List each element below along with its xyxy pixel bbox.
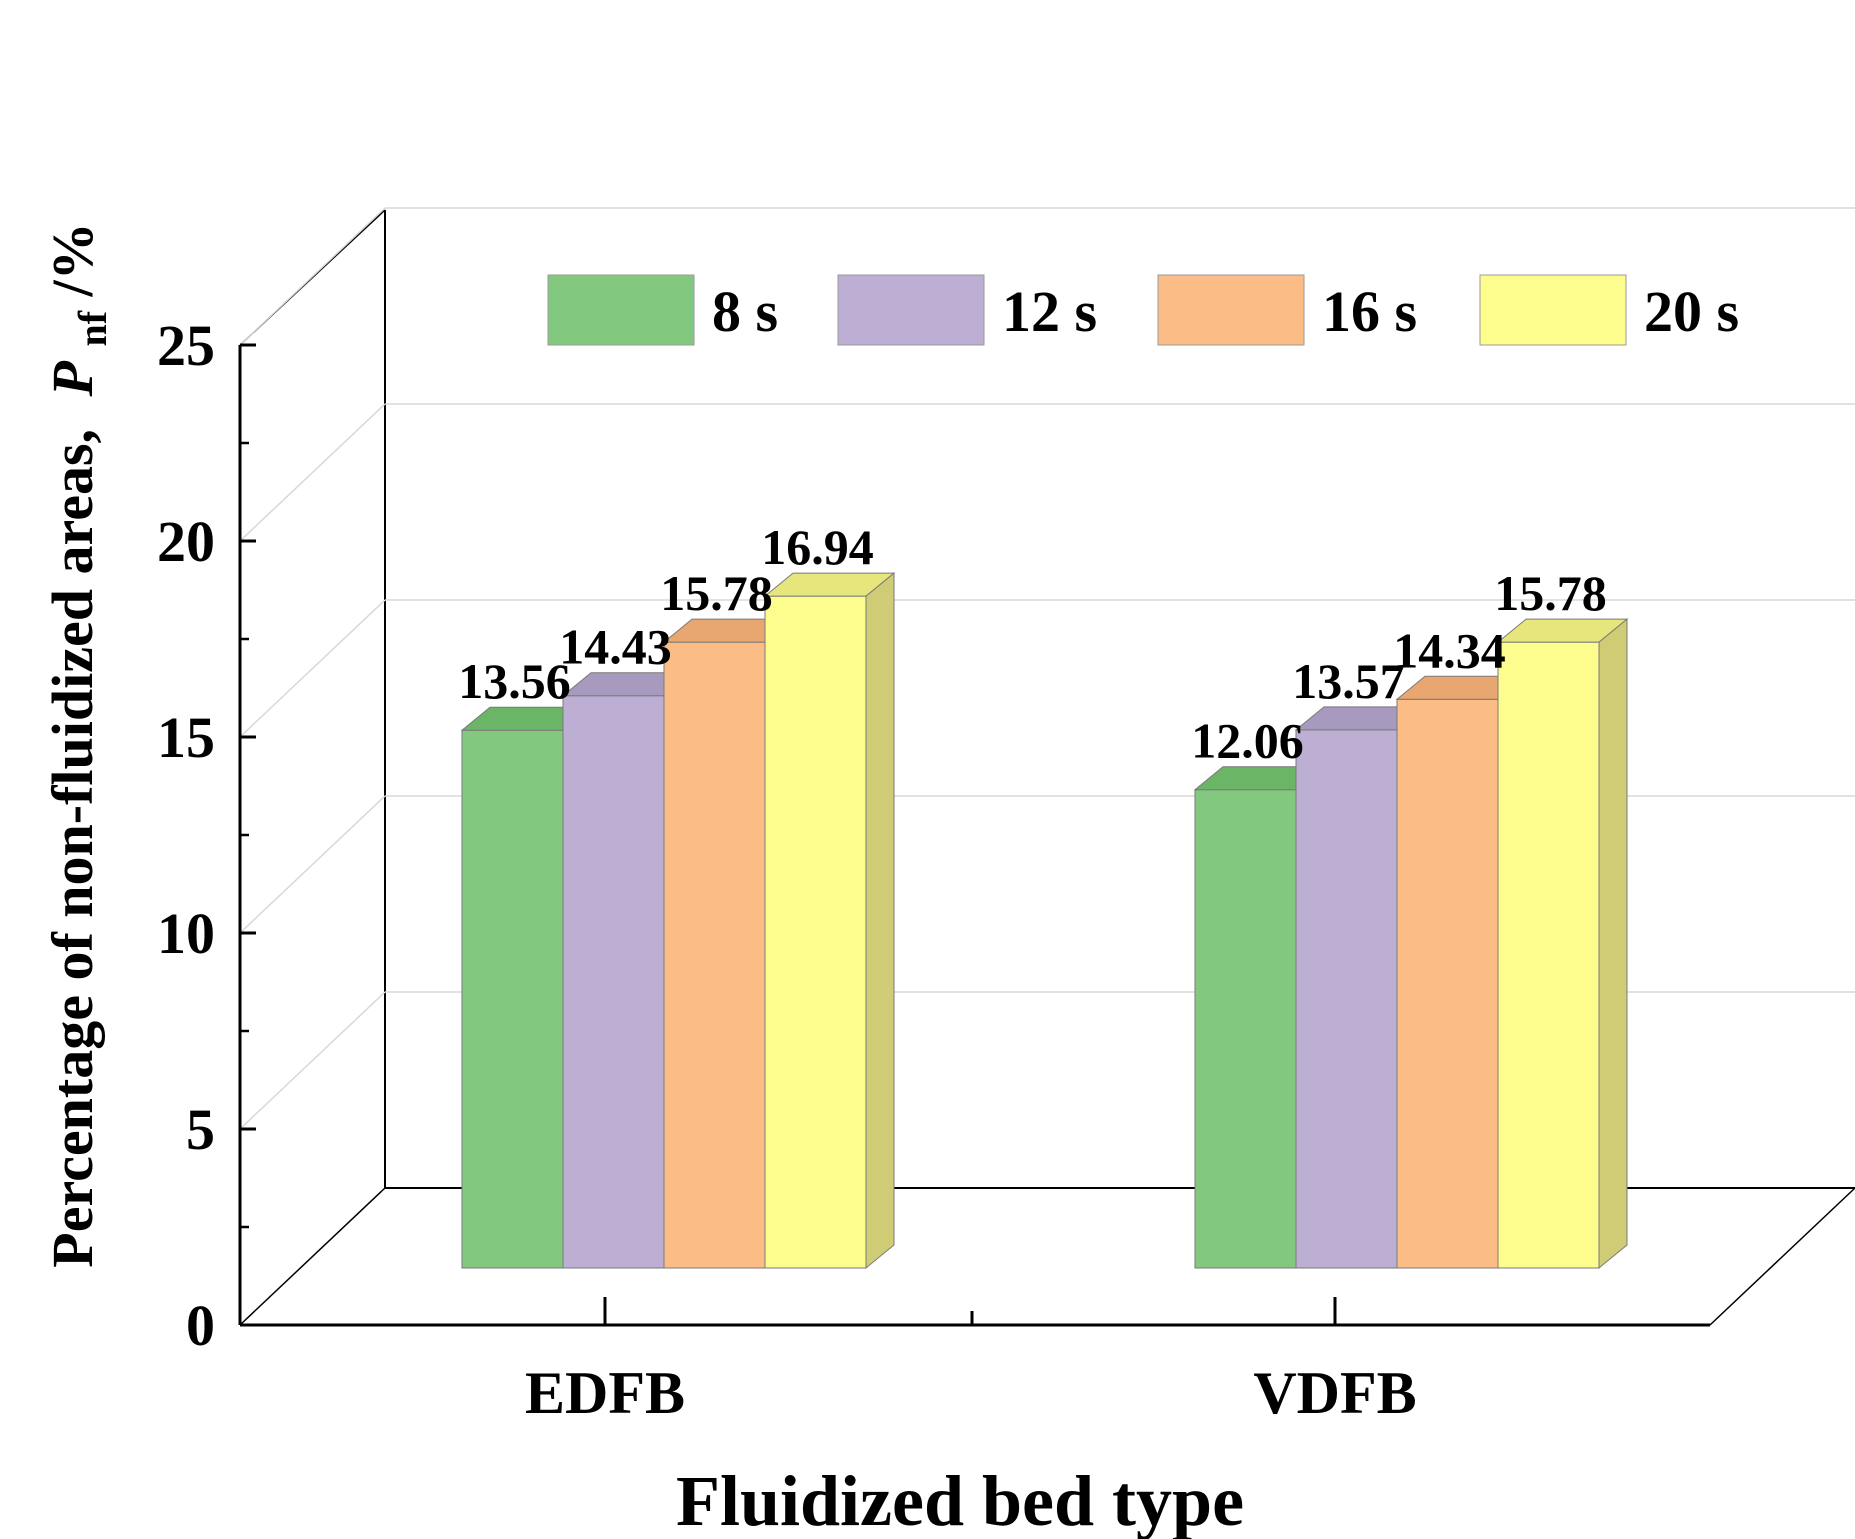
- y-tick-label: 0: [186, 1293, 215, 1358]
- axes: 0 5 10 15 20 25 EDFB VDFB: [157, 313, 1710, 1426]
- y-axis-title-text: Percentage of non-fluidized areas,: [40, 429, 105, 1268]
- bar-front: [1497, 641, 1600, 1269]
- y-axis-title-symbol: P: [40, 360, 105, 397]
- y-tick-label: 5: [186, 1097, 215, 1162]
- bar: [460, 706, 593, 1269]
- bar: [662, 618, 795, 1269]
- bar-side: [865, 572, 895, 1270]
- y-tick-label: 10: [157, 901, 215, 966]
- data-label: 14.43: [559, 619, 672, 675]
- data-label: 15.78: [1494, 565, 1607, 621]
- bar: [1496, 618, 1629, 1270]
- bar-front: [663, 641, 766, 1269]
- y-tick-label: 20: [157, 509, 215, 574]
- gridline-side: [239, 795, 386, 934]
- legend-item: 20 s: [1479, 274, 1739, 346]
- data-label: 13.56: [458, 653, 571, 709]
- depth-edge-bottom: [239, 1187, 386, 1326]
- y-axis-title-subscript: nf: [70, 310, 115, 346]
- bar: [763, 572, 896, 1270]
- legend: 8 s 12 s 16 s 20 s: [547, 274, 1739, 346]
- bar-front: [562, 695, 665, 1269]
- legend-swatch: [1479, 274, 1627, 346]
- bars: [460, 572, 1629, 1270]
- gridline-side: [239, 599, 386, 738]
- legend-swatch: [547, 274, 695, 346]
- bar-front: [1194, 789, 1297, 1269]
- legend-swatch: [837, 274, 985, 346]
- bar-side: [1598, 618, 1628, 1270]
- legend-item: 8 s: [547, 274, 778, 346]
- x-tick-label: EDFB: [525, 1360, 685, 1426]
- bar: [1395, 675, 1528, 1269]
- x-tick-label: VDFB: [1253, 1360, 1416, 1426]
- legend-item: 16 s: [1157, 274, 1417, 346]
- gridline-side: [239, 991, 386, 1130]
- data-label: 16.94: [761, 519, 874, 575]
- gridline-side: [239, 403, 386, 542]
- x-axis-title: Fluidized bed type: [676, 1461, 1244, 1539]
- legend-item: 12 s: [837, 274, 1097, 346]
- data-label: 15.78: [660, 565, 773, 621]
- legend-swatch: [1157, 274, 1305, 346]
- bar-front: [1295, 729, 1398, 1269]
- data-label: 13.57: [1292, 653, 1405, 709]
- gridlines: [239, 207, 1855, 1130]
- data-label: 12.06: [1191, 713, 1304, 769]
- legend-label: 12 s: [1002, 279, 1097, 344]
- y-axis-title-unit: /%: [40, 222, 105, 297]
- bar: [1294, 706, 1427, 1269]
- bar-front: [764, 595, 867, 1269]
- bar-front: [1396, 698, 1499, 1269]
- legend-label: 20 s: [1644, 279, 1739, 344]
- y-axis-title: Percentage of non-fluidized areas, P nf …: [40, 222, 119, 1267]
- depth-edge-right: [1709, 1187, 1855, 1326]
- legend-label: 8 s: [712, 279, 778, 344]
- bar: [1193, 766, 1326, 1269]
- y-tick-label: 25: [157, 313, 215, 378]
- y-tick-label: 15: [157, 705, 215, 770]
- data-label: 14.34: [1393, 622, 1506, 678]
- gridline-side: [239, 207, 386, 346]
- bar-front: [461, 729, 564, 1269]
- legend-label: 16 s: [1322, 279, 1417, 344]
